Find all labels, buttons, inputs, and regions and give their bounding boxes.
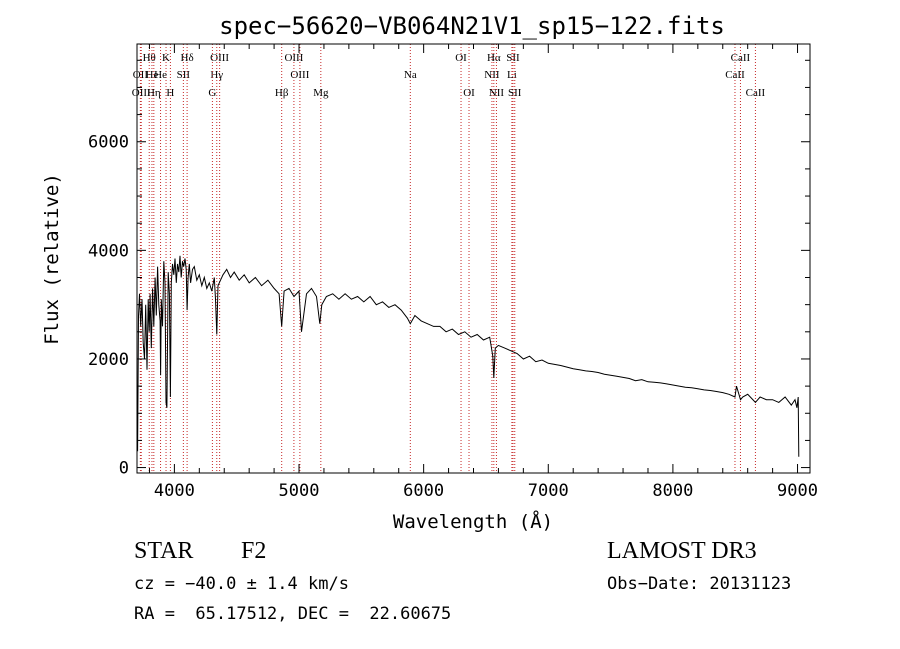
line-label: OIII [210,52,229,64]
y-tick-label: 4000 [88,241,129,261]
line-label: Na [404,69,417,81]
x-tick-label: 6000 [403,481,444,501]
line-label: He [154,69,167,81]
y-tick-label: 0 [119,459,129,479]
line-label: Hη [147,87,161,99]
line-label: OI [455,52,467,64]
x-tick-label: 7000 [528,481,569,501]
line-label: NII [489,87,505,99]
y-tick-label: 6000 [88,133,129,153]
line-label: CaII [731,52,751,64]
x-tick-label: 9000 [777,481,818,501]
x-tick-label: 8000 [652,481,693,501]
line-label: Hβ [275,87,289,99]
line-label: Hγ [210,69,223,81]
line-label: SII [506,52,520,64]
redshift-text: cz = −40.0 ± 1.4 km/s [134,574,349,594]
y-axis-label: Flux (relative) [41,173,63,345]
line-label: Li [507,69,517,81]
line-label: SII [177,69,191,81]
line-label: K [162,52,170,64]
line-label: Hθ [143,52,156,64]
line-label: Mg [313,87,329,99]
line-label: G [208,87,216,99]
x-tick-label: 5000 [279,481,320,501]
object-type: STAR [134,538,194,564]
line-label: Hα [487,52,501,64]
axes-layer: 4000 5000 6000 7000 8000 9000 0 2000 4000 6000 [88,44,818,501]
line-label: SII [508,87,522,99]
obs-date-text: Obs−Date: 20131123 [607,574,792,594]
spectrum-line [136,255,800,457]
line-label: He [146,69,159,81]
line-label: OIII [290,69,309,81]
line-label: OIII [284,52,303,64]
x-axis-label: Wavelength (Å) [393,510,553,533]
line-label: OI [463,87,475,99]
chart-title: spec−56620−VB064N21V1_sp15−122.fits [219,12,725,40]
survey-name: LAMOST DR3 [607,538,757,564]
line-label: CaII [746,87,766,99]
plot-frame [136,43,811,474]
line-label: CaII [725,69,745,81]
line-label: NII [484,69,500,81]
object-subclass: F2 [241,538,267,564]
line-label: H [166,87,174,99]
x-tick-label: 4000 [154,481,195,501]
line-label: Hδ [181,52,194,64]
coordinates-text: RA = 65.17512, DEC = 22.60675 [134,604,452,624]
y-tick-label: 2000 [88,350,129,370]
